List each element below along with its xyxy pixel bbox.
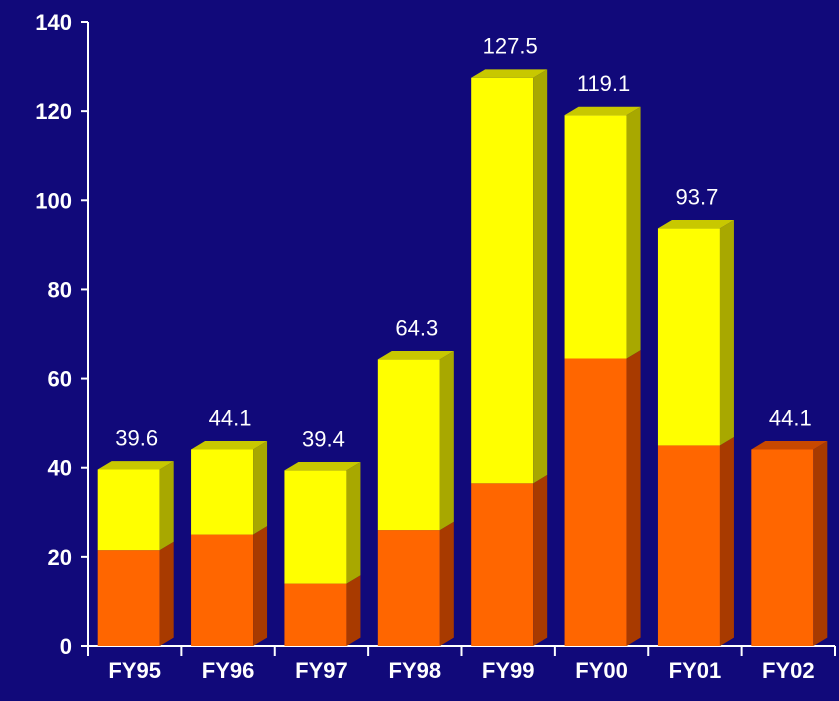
bar-segment: [191, 534, 254, 646]
bar-total-label: 127.5: [483, 34, 538, 59]
y-tick-label: 80: [48, 277, 72, 302]
bar-top-cap: [471, 69, 548, 78]
bar-total-label: 44.1: [209, 405, 252, 430]
bar-segment: [751, 449, 814, 646]
bar-top-cap: [657, 219, 734, 229]
bar-total-label: 39.6: [115, 425, 158, 450]
y-tick-label: 100: [35, 188, 72, 213]
bar-total-label: 93.7: [676, 184, 719, 209]
bar-top-cap: [191, 441, 268, 450]
bar-segment-side: [346, 575, 361, 646]
y-tick-label: 60: [48, 367, 72, 392]
bar-total-label: 64.3: [395, 315, 438, 340]
bar-top-cap: [751, 441, 828, 450]
bar-segment-side: [439, 351, 454, 531]
bar-segment: [191, 449, 254, 535]
bar-top-cap: [97, 461, 174, 470]
bar-top-cap: [284, 461, 361, 471]
x-tick-label: FY00: [575, 658, 628, 683]
bar-segment-side: [159, 541, 174, 646]
bar-segment-side: [159, 461, 174, 551]
x-tick-label: FY99: [482, 658, 535, 683]
x-tick-label: FY01: [669, 658, 722, 683]
bar-segment-side: [253, 526, 268, 646]
bar-segment: [471, 77, 534, 484]
x-tick-label: FY02: [762, 658, 815, 683]
x-tick-label: FY98: [389, 658, 442, 683]
x-tick-label: FY97: [295, 658, 348, 683]
bar-segment-side: [533, 474, 548, 646]
y-tick-label: 120: [35, 99, 72, 124]
bar-segment: [377, 530, 440, 646]
bar-total-label: 39.4: [302, 426, 345, 451]
bar-segment-side: [253, 441, 268, 535]
bar-segment-side: [719, 437, 734, 646]
bar-segment-side: [813, 441, 828, 646]
bar-segment-side: [439, 521, 454, 646]
bar-segment: [377, 359, 440, 531]
bar-segment: [657, 445, 720, 646]
bar-segment: [657, 228, 720, 446]
bar-total-label: 44.1: [769, 405, 812, 430]
bar-segment-side: [346, 461, 361, 584]
y-tick-label: 20: [48, 545, 72, 570]
x-tick-label: FY96: [202, 658, 255, 683]
bar-segment: [97, 469, 160, 551]
bar-segment-side: [533, 69, 548, 484]
bar-top-cap: [377, 351, 454, 360]
y-tick-label: 140: [35, 10, 72, 35]
x-tick-label: FY95: [108, 658, 161, 683]
bar-segment: [284, 583, 347, 646]
bar-segment-side: [626, 350, 641, 646]
y-tick-label: 0: [60, 634, 72, 659]
bar-segment: [97, 550, 160, 646]
y-tick-label: 40: [48, 456, 72, 481]
bars: [97, 69, 828, 646]
bar-segment: [564, 115, 627, 359]
axes: 0 20 40 60 80 100 120 140 FY95 FY96 FY97 FY98 FY99 FY…: [35, 10, 836, 683]
bar-segment-side: [626, 106, 641, 359]
bar-segment: [284, 470, 347, 584]
bar-segment: [471, 483, 534, 646]
data-labels: 39.6 44.1 39.4 64.3 127.5 119.1 93.7 44.1: [115, 34, 811, 452]
bar-segment: [564, 358, 627, 646]
bar-total-label: 119.1: [577, 71, 630, 96]
bar-segment-side: [719, 219, 734, 446]
bar-top-cap: [564, 106, 641, 116]
